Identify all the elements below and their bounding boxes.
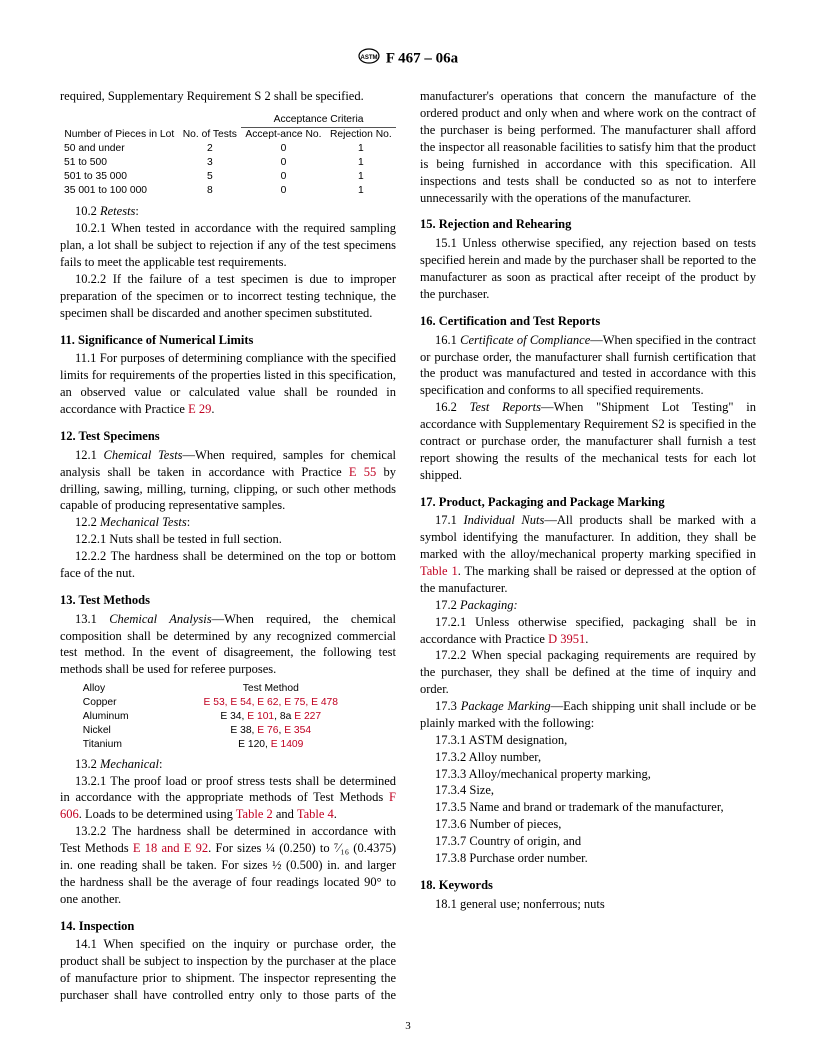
p12-2-1: 12.2.1 Nuts shall be tested in full sect… <box>60 531 396 548</box>
p17-3: 17.3 Package Marking—Each shipping unit … <box>420 698 756 732</box>
ref-table2[interactable]: Table 2 <box>236 807 273 821</box>
ref-al-2[interactable]: E 227 <box>294 711 321 722</box>
acc-header: Acceptance Criteria <box>241 113 396 127</box>
th-tests: No. of Tests <box>179 128 242 142</box>
p12-2: 12.2 Mechanical Tests: <box>60 514 396 531</box>
th-alloy: Alloy <box>77 682 163 696</box>
s15-head: 15. Rejection and Rehearing <box>420 216 756 233</box>
ref-table1[interactable]: Table 1 <box>420 564 458 578</box>
s12-head: 12. Test Specimens <box>60 428 396 445</box>
p17-1: 17.1 Individual Nuts—All products shall … <box>420 512 756 596</box>
th-reject: Rejection No. <box>326 128 396 142</box>
p10-2-1: 10.2.1 When tested in accordance with th… <box>60 220 396 271</box>
ref-e55[interactable]: E 55 <box>349 465 376 479</box>
s13-head: 13. Test Methods <box>60 592 396 609</box>
table-row: NickelE 38, E 76, E 354 <box>77 724 379 738</box>
p17-2: 17.2 Packaging: <box>420 597 756 614</box>
ref-d3951[interactable]: D 3951 <box>548 632 585 646</box>
ref-e29[interactable]: E 29 <box>188 402 211 416</box>
astm-logo: ASTM <box>358 48 380 70</box>
p18-1: 18.1 general use; nonferrous; nuts <box>420 896 756 913</box>
th-method: Test Method <box>162 682 379 696</box>
p17-3-2: 17.3.2 Alloy number, <box>420 749 756 766</box>
p10-2: 10.2 Retests: <box>60 203 396 220</box>
p17-3-7: 17.3.7 Country of origin, and <box>420 833 756 850</box>
p13-1: 13.1 Chemical Analysis—When required, th… <box>60 611 396 679</box>
p13-2: 13.2 Mechanical: <box>60 756 396 773</box>
p17-2-1: 17.2.1 Unless otherwise specified, packa… <box>420 614 756 648</box>
p13-2-2: 13.2.2 The hardness shall be determined … <box>60 823 396 907</box>
table-row: 50 and under201 <box>60 142 396 156</box>
p13-2-1: 13.2.1 The proof load or proof stress te… <box>60 773 396 824</box>
s17-head: 17. Product, Packaging and Package Marki… <box>420 494 756 511</box>
table-row: AluminumE 34, E 101, 8a E 227 <box>77 710 379 724</box>
s11-head: 11. Significance of Numerical Limits <box>60 332 396 349</box>
p17-3-3: 17.3.3 Alloy/mechanical property marking… <box>420 766 756 783</box>
p16-2: 16.2 Test Reports—When "Shipment Lot Tes… <box>420 399 756 483</box>
ref-table4[interactable]: Table 4 <box>297 807 334 821</box>
page-number: 3 <box>0 1019 816 1034</box>
page-header: ASTM F 467 – 06a <box>60 48 756 70</box>
p12-2-2: 12.2.2 The hardness shall be determined … <box>60 548 396 582</box>
p12-1: 12.1 Chemical Tests—When required, sampl… <box>60 447 396 515</box>
ref-ti-1[interactable]: E 1409 <box>271 739 304 750</box>
s14-head: 14. Inspection <box>60 918 396 935</box>
s18-head: 18. Keywords <box>420 877 756 894</box>
s16-head: 16. Certification and Test Reports <box>420 313 756 330</box>
p17-3-1: 17.3.1 ASTM designation, <box>420 732 756 749</box>
p11-1: 11.1 For purposes of determining complia… <box>60 350 396 418</box>
p17-3-5: 17.3.5 Name and brand or trademark of th… <box>420 799 756 816</box>
th-accept: Accept-ance No. <box>241 128 326 142</box>
table-row: 35 001 to 100 000801 <box>60 184 396 198</box>
table-row: CopperE 53, E 54, E 62, E 75, E 478 <box>77 696 379 710</box>
ref-ni-1[interactable]: E 76 <box>257 725 278 736</box>
table-row: 51 to 500301 <box>60 156 396 170</box>
table-row: TitaniumE 120, E 1409 <box>77 738 379 752</box>
ref-ni-2[interactable]: E 354 <box>284 725 311 736</box>
p17-2-2: 17.2.2 When special packaging requiremen… <box>420 647 756 698</box>
th-lot: Number of Pieces in Lot <box>60 128 179 142</box>
p16-1: 16.1 Certificate of Compliance—When spec… <box>420 332 756 400</box>
p17-3-8: 17.3.8 Purchase order number. <box>420 850 756 867</box>
p17-3-4: 17.3.4 Size, <box>420 782 756 799</box>
svg-text:ASTM: ASTM <box>360 55 377 61</box>
ref-e18-e92[interactable]: E 18 and E 92 <box>133 841 208 855</box>
header-title: F 467 – 06a <box>386 51 458 67</box>
alloy-table: AlloyTest Method CopperE 53, E 54, E 62,… <box>77 682 379 751</box>
ref-copper[interactable]: E 53, E 54, E 62, E 75, E 478 <box>203 697 338 708</box>
ref-al-1[interactable]: E 101 <box>247 711 274 722</box>
p17-3-6: 17.3.6 Number of pieces, <box>420 816 756 833</box>
p15-1: 15.1 Unless otherwise specified, any rej… <box>420 235 756 303</box>
intro-text: required, Supplementary Requirement S 2 … <box>60 88 396 105</box>
p10-2-2: 10.2.2 If the failure of a test specimen… <box>60 271 396 322</box>
table-row: 501 to 35 000501 <box>60 170 396 184</box>
sampling-table: Acceptance Criteria Number of Pieces in … <box>60 113 396 197</box>
